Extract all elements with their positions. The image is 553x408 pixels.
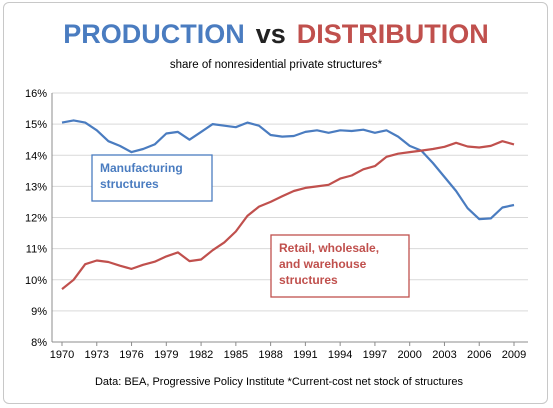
y-tick-label: 10% bbox=[25, 275, 47, 287]
x-tick-label: 2006 bbox=[467, 349, 491, 361]
y-tick-label: 13% bbox=[25, 181, 47, 193]
x-tick-label: 1988 bbox=[258, 349, 282, 361]
callout-label: Retail, wholesale, bbox=[279, 241, 379, 255]
retail-callout: Retail, wholesale, and warehouse structure… bbox=[270, 234, 410, 298]
x-tick-label: 2009 bbox=[502, 349, 526, 361]
x-axis-ticks: 1970 1973 1976 1979 1982 1985 1988 1991 1994 1997… bbox=[50, 342, 526, 361]
x-tick-label: 2003 bbox=[432, 349, 456, 361]
callout-label: and warehouse bbox=[279, 257, 367, 271]
y-tick-label: 9% bbox=[31, 306, 47, 318]
y-tick-label: 15% bbox=[25, 119, 47, 131]
x-tick-label: 1982 bbox=[189, 349, 213, 361]
title-vs: vs bbox=[256, 19, 286, 49]
y-tick-label: 8% bbox=[31, 337, 47, 349]
chart-frame bbox=[3, 2, 548, 404]
x-tick-label: 1970 bbox=[50, 349, 74, 361]
chart-title: PRODUCTION vs DISTRIBUTION bbox=[63, 19, 489, 49]
x-tick-label: 1991 bbox=[293, 349, 317, 361]
y-tick-label: 12% bbox=[25, 213, 47, 225]
x-tick-label: 1976 bbox=[119, 349, 143, 361]
x-tick-label: 1973 bbox=[85, 349, 109, 361]
title-distribution: DISTRIBUTION bbox=[297, 19, 489, 49]
manufacturing-callout: Manufacturing structures bbox=[91, 154, 213, 202]
manufacturing-line bbox=[61, 119, 515, 221]
callout-box bbox=[91, 154, 213, 202]
x-tick-label: 1997 bbox=[363, 349, 387, 361]
x-tick-label: 2000 bbox=[397, 349, 421, 361]
callout-label: Manufacturing bbox=[100, 161, 183, 175]
chart-subtitle: share of nonresidential private structur… bbox=[170, 59, 383, 71]
callout-label: structures bbox=[279, 273, 338, 287]
x-tick-label: 1994 bbox=[328, 349, 352, 361]
series-lines bbox=[61, 119, 515, 290]
callout-label: structures bbox=[100, 177, 159, 191]
retail-line bbox=[61, 140, 515, 290]
y-axis-ticks: 8% 9% 10% 11% 12% 13% 14% 15% 16% bbox=[25, 88, 47, 349]
x-tick-label: 1979 bbox=[154, 349, 178, 361]
callout-box bbox=[270, 234, 410, 298]
x-tick-label: 1985 bbox=[224, 349, 248, 361]
y-tick-label: 11% bbox=[26, 244, 47, 256]
source-note: Data: BEA, Progressive Policy Institute … bbox=[95, 376, 464, 388]
title-production: PRODUCTION bbox=[63, 19, 245, 49]
y-tick-label: 14% bbox=[25, 150, 47, 162]
y-tick-label: 16% bbox=[25, 88, 47, 100]
